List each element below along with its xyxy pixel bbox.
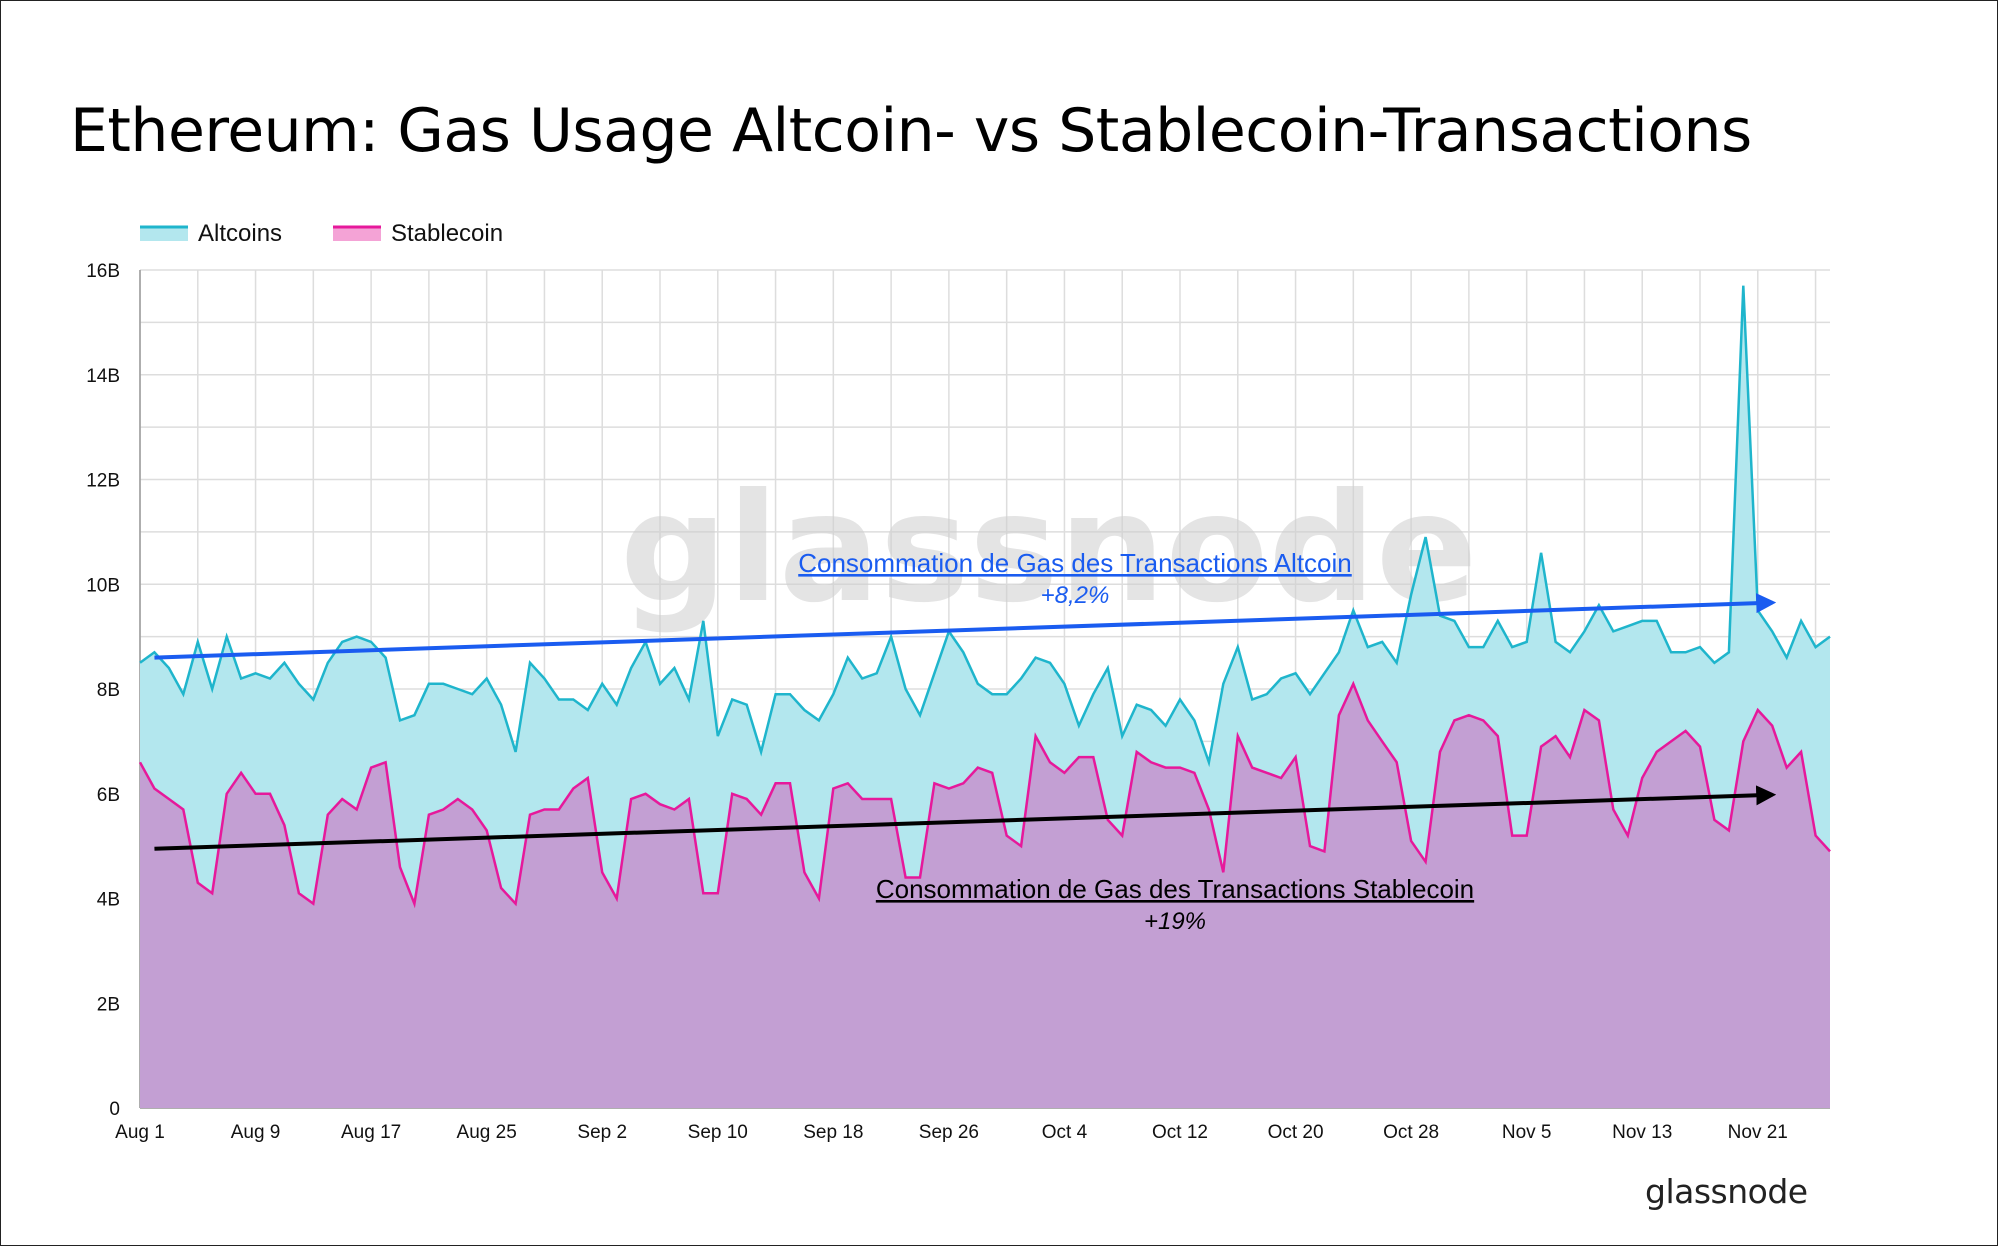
x-tick-label: Aug 25 (457, 1122, 517, 1143)
y-tick-label: 8B (97, 680, 120, 701)
x-tick-label: Nov 5 (1502, 1122, 1552, 1143)
annotation-change: +8,2% (1041, 582, 1110, 609)
legend-label: Stablecoin (391, 220, 503, 247)
annotations: Consommation de Gas des Transactions Alt… (154, 548, 1777, 935)
x-tick-label: Sep 26 (919, 1122, 979, 1143)
legend-label: Altcoins (198, 220, 282, 247)
y-tick-label: 4B (97, 890, 120, 911)
y-axis-ticks: 0 2B 4B 6B 8B 10B 12B 14B 16B (86, 261, 120, 1120)
x-tick-label: Oct 12 (1152, 1122, 1208, 1143)
x-tick-label: Nov 21 (1728, 1122, 1788, 1143)
y-tick-label: 10B (86, 575, 120, 596)
annotation-title: Consommation de Gas des Transactions Alt… (798, 548, 1352, 578)
x-tick-label: Aug 17 (341, 1122, 401, 1143)
stablecoin-line (138, 680, 1831, 909)
x-tick-label: Nov 13 (1612, 1122, 1672, 1143)
watermark: glassnode (620, 462, 1478, 636)
brand-logo-text: glassnode (1645, 1172, 1808, 1211)
x-tick-label: Oct 20 (1268, 1122, 1324, 1143)
x-tick-label: Oct 28 (1383, 1122, 1439, 1143)
x-tick-label: Oct 4 (1042, 1122, 1088, 1143)
legend-swatch (140, 227, 188, 241)
trend-arrow (154, 785, 1777, 851)
x-axis-ticks: Aug 1 Aug 9 Aug 17 Aug 25 Sep 2 Sep 10 Sep 18 S… (115, 1122, 1788, 1143)
x-tick-label: Aug 1 (115, 1122, 165, 1143)
y-tick-label: 0 (109, 1099, 120, 1120)
altcoins-line (139, 285, 1831, 768)
x-tick-label: Sep 10 (688, 1122, 748, 1143)
annotation-title: Consommation de Gas des Transactions Sta… (876, 874, 1474, 904)
y-tick-label: 14B (86, 366, 120, 387)
y-tick-label: 2B (97, 994, 120, 1015)
y-tick-label: 16B (86, 261, 120, 282)
x-tick-label: Aug 9 (231, 1122, 281, 1143)
x-tick-label: Sep 2 (577, 1122, 627, 1143)
annotation-change: +19% (1144, 908, 1206, 935)
stablecoin-area (140, 683, 1830, 1108)
y-tick-label: 6B (97, 785, 120, 806)
y-tick-label: 12B (86, 471, 120, 492)
legend: Altcoins Stablecoin (140, 220, 503, 247)
page-title: Ethereum: Gas Usage Altcoin- vs Stableco… (70, 96, 1752, 166)
trend-arrow (154, 593, 1777, 660)
x-tick-label: Sep 18 (803, 1122, 863, 1143)
legend-swatch (333, 227, 381, 241)
